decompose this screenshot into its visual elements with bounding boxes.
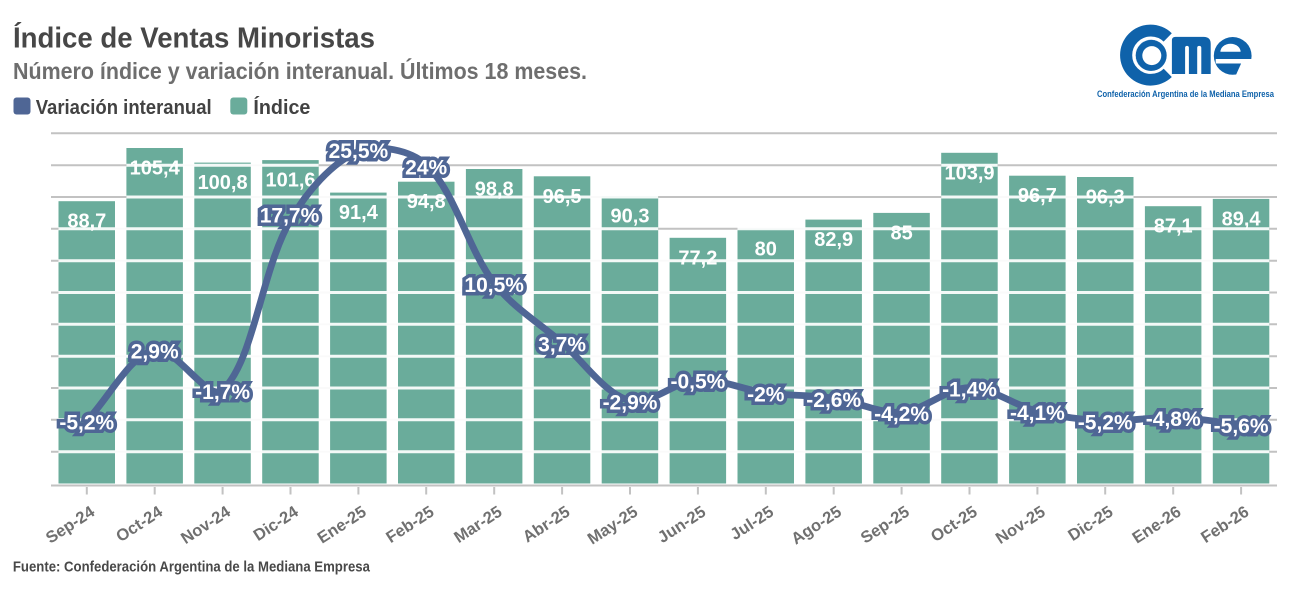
svg-text:89,4: 89,4 xyxy=(1222,208,1262,230)
svg-text:Dic-25: Dic-25 xyxy=(1065,503,1116,545)
svg-text:-1,4%: -1,4% xyxy=(942,378,997,401)
svg-text:24%: 24% xyxy=(405,157,447,180)
svg-text:Índice de Ventas Minoristas: Índice de Ventas Minoristas xyxy=(13,21,375,55)
svg-text:96,3: 96,3 xyxy=(1086,187,1125,209)
svg-text:77,2: 77,2 xyxy=(678,247,717,269)
svg-text:Ene-25: Ene-25 xyxy=(314,503,369,548)
svg-text:98,8: 98,8 xyxy=(475,179,514,201)
svg-text:94,8: 94,8 xyxy=(407,191,446,213)
svg-text:87,1: 87,1 xyxy=(1154,216,1193,238)
svg-text:Oct-24: Oct-24 xyxy=(113,502,167,546)
svg-text:-2,6%: -2,6% xyxy=(806,389,861,412)
svg-text:Oct-25: Oct-25 xyxy=(928,503,981,546)
svg-text:96,5: 96,5 xyxy=(543,186,582,208)
svg-text:17,7%: 17,7% xyxy=(260,204,320,227)
svg-text:Índice: Índice xyxy=(253,96,310,119)
svg-text:-2,9%: -2,9% xyxy=(603,392,658,415)
svg-text:-4,8%: -4,8% xyxy=(1146,408,1201,431)
svg-text:Ene-26: Ene-26 xyxy=(1129,503,1184,548)
svg-text:90,3: 90,3 xyxy=(611,206,650,228)
svg-text:105,4: 105,4 xyxy=(130,158,181,180)
svg-text:3,7%: 3,7% xyxy=(538,334,586,357)
svg-text:2,9%: 2,9% xyxy=(131,341,179,364)
svg-text:-4,2%: -4,2% xyxy=(874,403,929,426)
svg-text:100,8: 100,8 xyxy=(198,172,248,194)
svg-text:Abr-25: Abr-25 xyxy=(520,503,574,547)
svg-text:Variación interanual: Variación interanual xyxy=(36,97,212,119)
svg-text:-5,6%: -5,6% xyxy=(1214,415,1269,438)
svg-text:10,5%: 10,5% xyxy=(464,274,524,297)
svg-text:Confederación Argentina de la: Confederación Argentina de la Mediana Em… xyxy=(1097,89,1275,100)
svg-text:-5,2%: -5,2% xyxy=(59,412,114,435)
svg-text:-0,5%: -0,5% xyxy=(670,371,725,394)
svg-text:-2%: -2% xyxy=(747,384,785,407)
svg-text:25,5%: 25,5% xyxy=(329,140,389,163)
svg-text:Ago-25: Ago-25 xyxy=(788,503,845,549)
svg-text:Sep-24: Sep-24 xyxy=(43,502,99,547)
svg-text:103,9: 103,9 xyxy=(944,162,994,184)
svg-text:Nov-24: Nov-24 xyxy=(178,502,235,548)
svg-text:Dic-24: Dic-24 xyxy=(250,502,302,545)
svg-text:Feb-25: Feb-25 xyxy=(383,503,437,547)
svg-text:91,4: 91,4 xyxy=(339,202,379,224)
svg-text:-5,2%: -5,2% xyxy=(1078,412,1133,435)
svg-text:82,9: 82,9 xyxy=(814,229,853,251)
svg-text:Feb-26: Feb-26 xyxy=(1198,503,1252,547)
svg-text:Jul-25: Jul-25 xyxy=(727,503,777,544)
svg-text:96,7: 96,7 xyxy=(1018,185,1057,207)
svg-text:Jun-25: Jun-25 xyxy=(655,503,709,547)
svg-text:Sep-25: Sep-25 xyxy=(858,503,913,548)
svg-text:Número índice y variación inte: Número índice y variación interanual. Úl… xyxy=(13,57,587,84)
svg-text:May-25: May-25 xyxy=(584,503,641,549)
svg-text:-1,7%: -1,7% xyxy=(195,381,250,404)
svg-text:80: 80 xyxy=(755,238,777,260)
svg-text:85: 85 xyxy=(890,222,912,244)
svg-text:Nov-25: Nov-25 xyxy=(993,503,1049,548)
svg-text:Mar-25: Mar-25 xyxy=(451,503,505,547)
svg-text:-4,1%: -4,1% xyxy=(1010,402,1065,425)
svg-text:Fuente: Confederación Argentin: Fuente: Confederación Argentina de la Me… xyxy=(13,559,371,576)
svg-text:101,6: 101,6 xyxy=(265,170,315,192)
svg-text:88,7: 88,7 xyxy=(67,211,106,233)
